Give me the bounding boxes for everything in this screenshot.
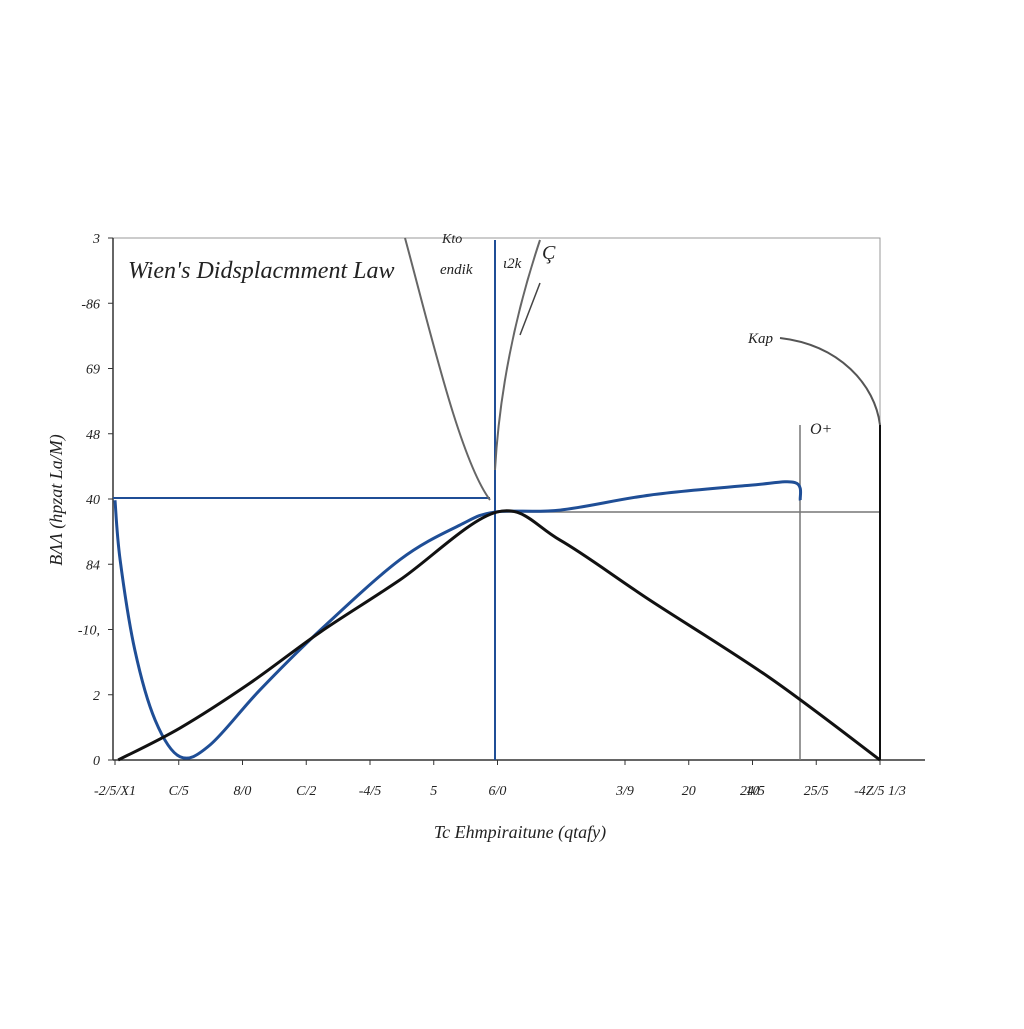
y-tick-label: 48 [86,428,100,443]
x-tick-label: 8/0 [234,784,252,799]
annotation: O+ [810,421,832,438]
y-tick-label: 3 [92,232,100,247]
x-tick-label: 20 [682,784,696,799]
x-tick-label: -4/5 [359,784,382,799]
y-tick-label: 69 [86,363,100,378]
y-tick-label: 0 [93,754,100,769]
x-tick-label: C/2 [296,784,316,799]
x-tick-label: 25/5 [804,784,829,799]
annotation-arrows [113,237,881,760]
small-arrow [519,282,541,336]
x-tick-label: -4Z/5 1/3 [854,784,906,799]
annotation: ι2k [503,256,522,272]
y-axis-label: BΛΛ (hpzat Lɑ/M) [46,434,67,565]
x-tick-label: 3/9 [615,784,634,799]
grey-curve [404,237,491,501]
chart-title: Wien's Didsplacmment Law [128,258,394,284]
x-axis-label: Tc Ehmpiraitune (qtafy) [434,822,606,843]
x-tick-label: 5 [430,784,437,799]
series-line [117,509,881,762]
annotation: Kap [747,331,774,347]
x-tick-label: C/5 [169,784,189,799]
y-tick-label: 84 [86,558,100,573]
annotation: Kto [441,232,462,247]
annotation: Ç [542,242,556,264]
y-tick-label: -10, [78,624,100,639]
grey-arc [779,337,881,426]
series-line [113,480,803,760]
y-tick-label: -86 [81,297,100,312]
x-tick-label: 10 [746,784,760,799]
grey-curve [494,239,541,471]
y-tick-label: 2 [93,689,100,704]
y-tick-label: 40 [86,493,100,508]
x-tick-label: 6/0 [489,784,507,799]
x-tick-label: 24/5 [740,784,765,799]
annotation: endik [440,262,473,278]
x-tick-label: -2/5/X1 [94,784,136,799]
